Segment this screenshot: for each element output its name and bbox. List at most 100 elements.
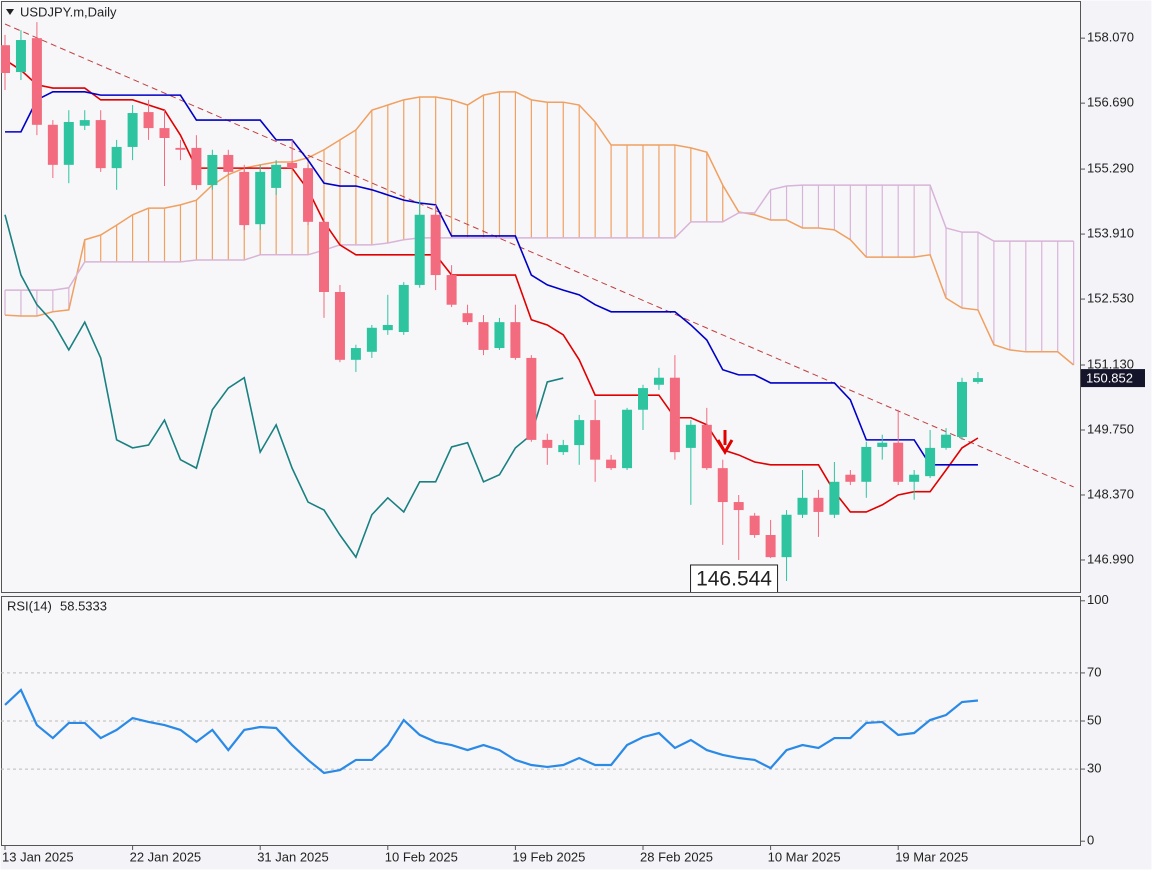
candle-body bbox=[574, 420, 585, 446]
candle-body bbox=[526, 357, 537, 440]
candle-body bbox=[893, 442, 904, 482]
candle-body bbox=[462, 313, 473, 323]
rsi-tick-label: 100 bbox=[1087, 592, 1109, 607]
candle-body bbox=[542, 439, 553, 448]
x-tick-label: 10 Feb 2025 bbox=[385, 849, 458, 864]
candle-body bbox=[303, 168, 314, 222]
candle-body bbox=[781, 514, 792, 558]
candle-body bbox=[813, 497, 824, 512]
candle-body bbox=[638, 388, 648, 410]
candle-body bbox=[909, 474, 920, 482]
candle-body bbox=[701, 424, 712, 469]
candle-body bbox=[382, 324, 393, 331]
candle-body bbox=[733, 502, 744, 511]
candle-body bbox=[606, 459, 617, 469]
y-tick-label: 146.990 bbox=[1087, 551, 1134, 566]
candle-body bbox=[127, 113, 138, 147]
candle-body bbox=[111, 146, 122, 169]
candle-body bbox=[191, 147, 202, 186]
rsi-tick-label: 30 bbox=[1087, 761, 1101, 776]
candle-body bbox=[797, 497, 808, 515]
x-tick-label: 22 Jan 2025 bbox=[130, 849, 202, 864]
candle-body bbox=[1, 45, 10, 73]
candle-body bbox=[622, 409, 633, 469]
candle-body bbox=[350, 348, 361, 360]
senkou-span-b bbox=[5, 184, 1074, 291]
y-tick-label: 148.370 bbox=[1087, 486, 1134, 501]
candle-body bbox=[239, 171, 250, 226]
y-tick-label: 156.690 bbox=[1087, 95, 1134, 110]
senkou-span-a bbox=[4, 91, 1075, 366]
candle-body bbox=[175, 147, 186, 150]
candle-body bbox=[159, 128, 170, 138]
signal-arrow bbox=[716, 430, 734, 455]
y-tick-label: 158.070 bbox=[1087, 30, 1134, 45]
candle-body bbox=[829, 481, 840, 515]
candle-body bbox=[446, 275, 457, 305]
candle-body bbox=[47, 124, 58, 165]
rsi-tick-label: 0 bbox=[1087, 833, 1094, 848]
x-tick-label: 19 Feb 2025 bbox=[512, 849, 585, 864]
candle-body bbox=[510, 322, 521, 358]
chart-title: USDJPY.m,Daily bbox=[20, 4, 117, 19]
candle-body bbox=[31, 38, 42, 125]
candle-body bbox=[319, 221, 329, 292]
last-price: 150.852 bbox=[1086, 371, 1133, 386]
candle-body bbox=[717, 468, 728, 503]
candle-body bbox=[95, 120, 106, 169]
rsi-title: RSI(14) bbox=[7, 598, 52, 613]
candle-body bbox=[653, 377, 664, 385]
candle-body bbox=[925, 447, 936, 477]
indicator-line bbox=[4, 214, 564, 559]
rsi-line bbox=[4, 688, 979, 775]
candle-body bbox=[366, 327, 377, 352]
candle-body bbox=[494, 322, 505, 349]
candle-body bbox=[685, 424, 696, 448]
indicator-line bbox=[4, 59, 979, 513]
candle-body bbox=[972, 378, 983, 382]
y-tick-label: 151.130 bbox=[1087, 356, 1134, 371]
last-price-box bbox=[1081, 369, 1145, 388]
candle-body bbox=[414, 214, 425, 285]
candle-body bbox=[957, 381, 967, 438]
rsi-tick-label: 70 bbox=[1087, 664, 1101, 679]
x-tick-label: 13 Jan 2025 bbox=[2, 849, 74, 864]
y-tick-label: 149.750 bbox=[1087, 421, 1134, 436]
main-panel bbox=[1, 1, 1081, 593]
trendline bbox=[4, 23, 1074, 488]
candle-body bbox=[765, 535, 776, 558]
candle-body bbox=[749, 515, 760, 536]
candle-body bbox=[558, 445, 569, 453]
candle-body bbox=[941, 434, 952, 448]
candle-body bbox=[861, 446, 872, 482]
candle-body bbox=[143, 112, 154, 129]
candle-body bbox=[255, 171, 266, 225]
low-label-box bbox=[690, 564, 779, 592]
candle-body bbox=[430, 214, 441, 276]
candle-body bbox=[669, 377, 680, 453]
candle-body bbox=[15, 40, 26, 73]
candle-body bbox=[877, 442, 888, 447]
x-tick-label: 28 Feb 2025 bbox=[640, 849, 713, 864]
candle-body bbox=[207, 154, 218, 186]
candle-body bbox=[478, 322, 489, 350]
candle-body bbox=[63, 121, 74, 165]
menu-triangle bbox=[6, 9, 14, 15]
rsi-value: 58.5333 bbox=[60, 598, 107, 613]
candle-body bbox=[398, 284, 409, 333]
x-tick-label: 10 Mar 2025 bbox=[768, 849, 841, 864]
candle-body bbox=[271, 164, 282, 188]
candle-body bbox=[223, 154, 234, 172]
y-tick-label: 153.910 bbox=[1087, 226, 1134, 241]
axes: 146.990 148.370 149.750 151.130 152.530 153.9… bbox=[2, 30, 1145, 864]
x-tick-label: 19 Mar 2025 bbox=[895, 849, 968, 864]
candle-body bbox=[287, 162, 298, 169]
price-plot: 146.544 bbox=[1, 22, 1075, 592]
rsi-tick-label: 50 bbox=[1087, 712, 1101, 727]
y-tick-label: 155.290 bbox=[1087, 161, 1134, 176]
indicator-line bbox=[5, 91, 978, 466]
candle-body bbox=[590, 420, 601, 460]
x-tick-label: 31 Jan 2025 bbox=[257, 849, 329, 864]
y-tick-label: 152.530 bbox=[1087, 290, 1134, 305]
